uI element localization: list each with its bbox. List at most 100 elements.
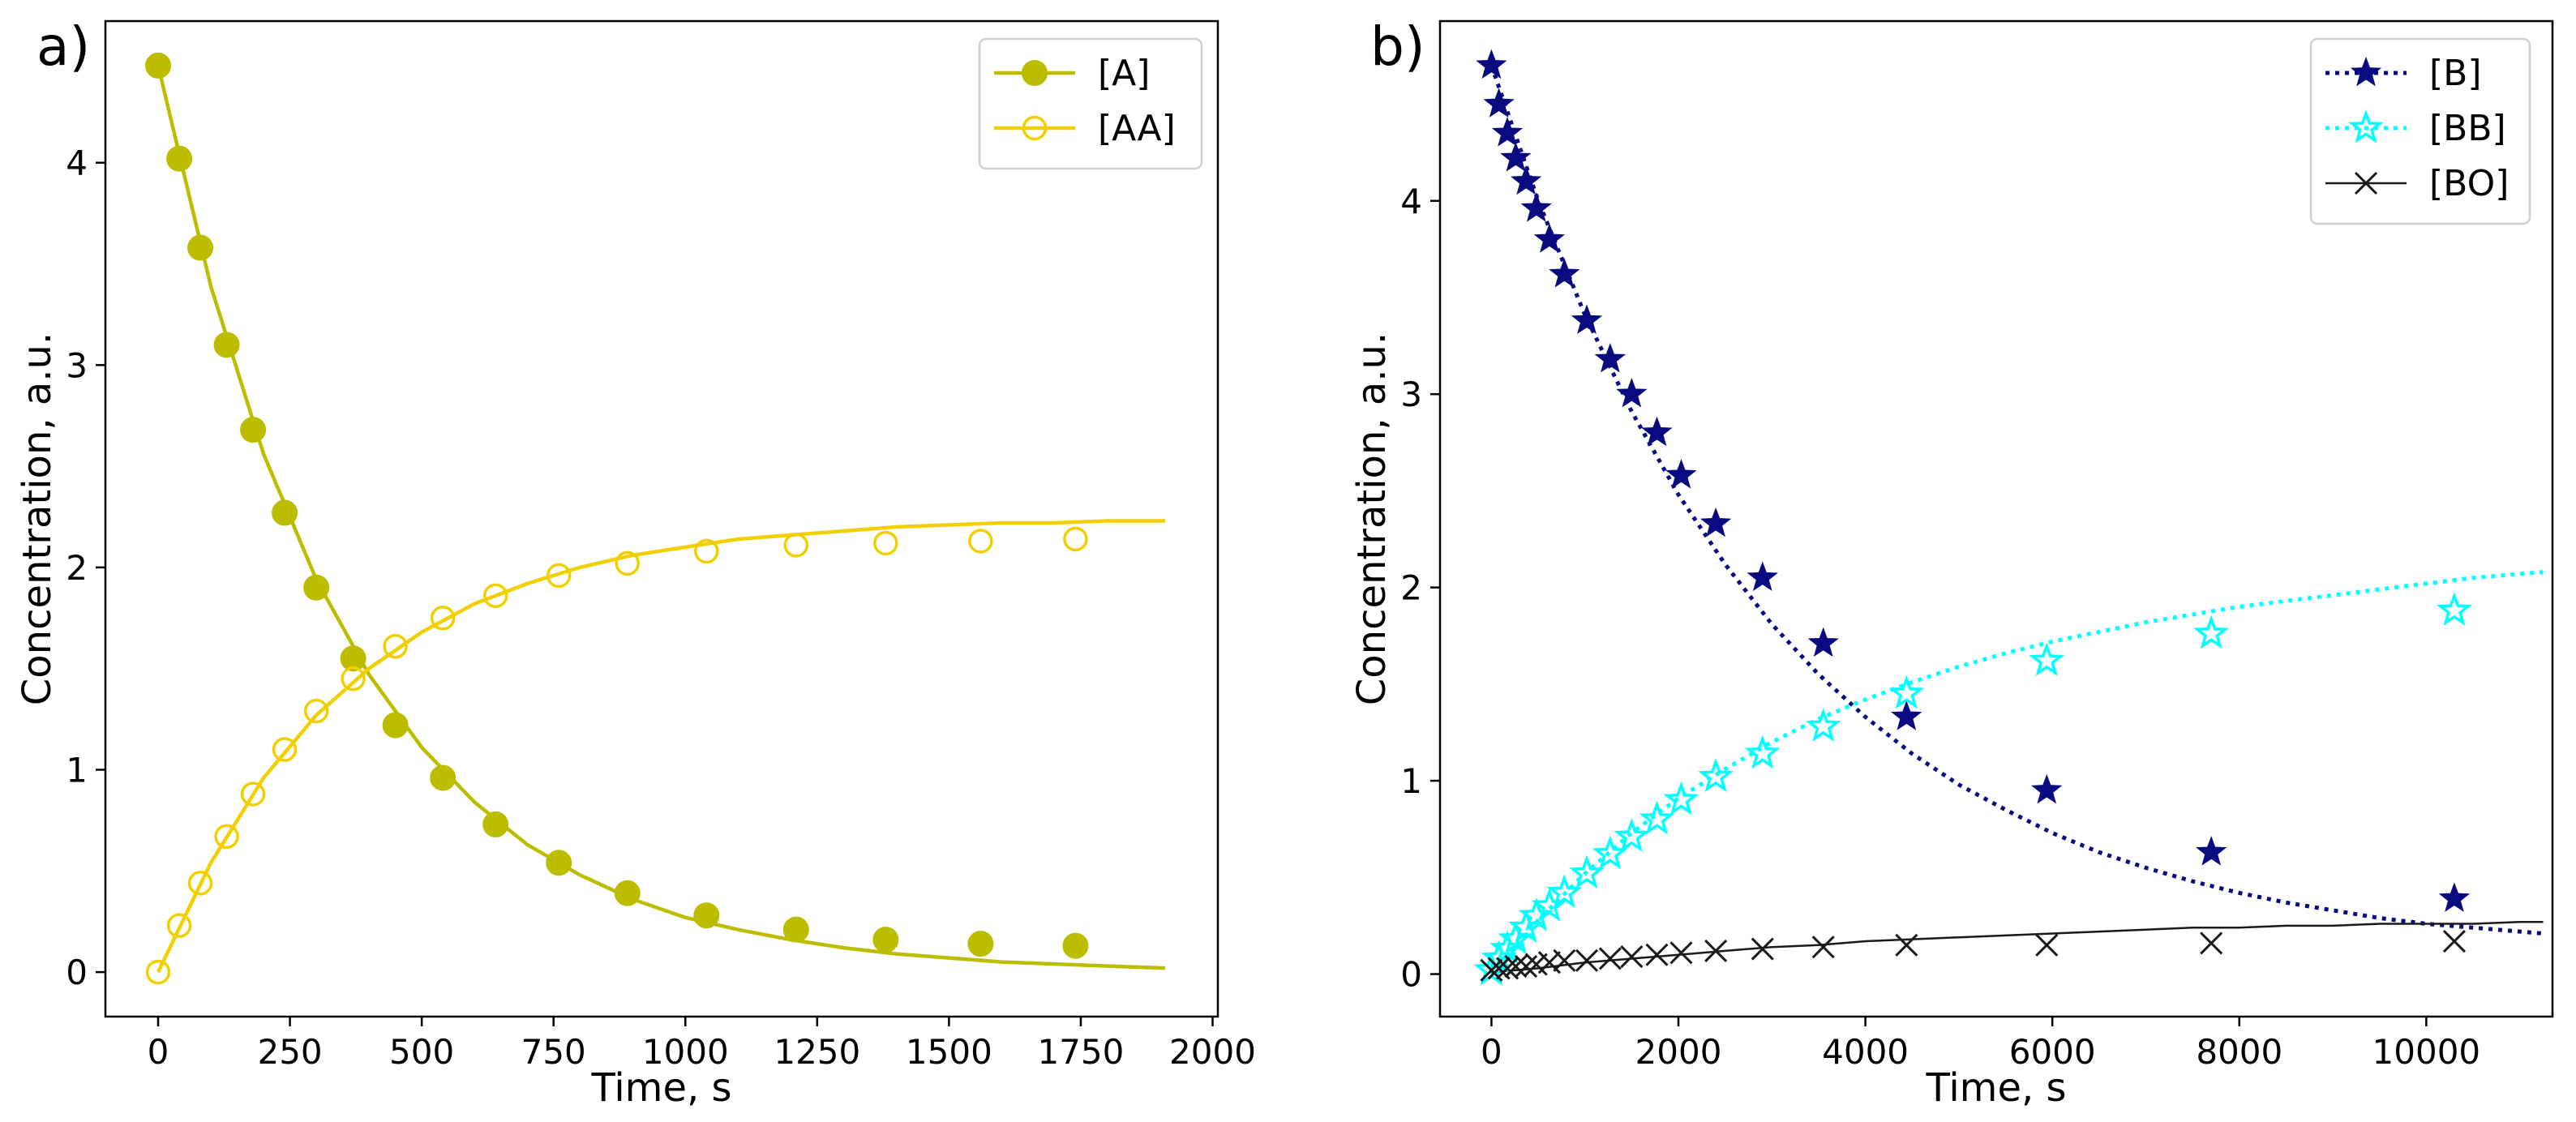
legend-label: [A] — [1098, 53, 1150, 94]
data-point — [614, 880, 641, 906]
x-tick-label: 1250 — [774, 1032, 860, 1072]
x-tick-label: 2000 — [1169, 1032, 1256, 1072]
data-point — [2437, 592, 2472, 626]
x-tick-label: 2000 — [1635, 1032, 1722, 1072]
data-point — [1594, 343, 1627, 373]
data-point — [482, 811, 509, 837]
data-point — [1598, 947, 1622, 970]
data-point — [967, 931, 994, 957]
series-line-bb — [1489, 570, 2544, 976]
data-point — [1553, 949, 1576, 972]
legend-marker — [1022, 115, 1048, 141]
fit-lines — [156, 65, 1166, 974]
data-point — [1888, 674, 1925, 709]
data-point — [546, 850, 572, 876]
legend-box — [2309, 37, 2531, 225]
series-line-a — [156, 65, 1166, 970]
data-point — [383, 633, 408, 659]
data-point — [1515, 954, 1538, 979]
data-point — [1549, 258, 1580, 288]
legend: [A] [AA] — [978, 37, 1203, 170]
data-point — [1062, 932, 1089, 959]
legend-label: [B] — [2429, 53, 2482, 94]
y-tick-label: 1 — [1400, 761, 1422, 801]
data-point — [1575, 949, 1599, 972]
fit-lines — [1489, 64, 2544, 976]
x-tick-label: 6000 — [2009, 1032, 2096, 1072]
y-tick-label: 1 — [66, 750, 88, 790]
data-point — [1483, 88, 1515, 118]
data-point — [2035, 933, 2059, 957]
data-point — [382, 712, 409, 739]
data-point — [872, 927, 899, 953]
data-point — [693, 902, 720, 929]
data-point — [1533, 223, 1566, 253]
x-axis-label: Time, s — [1926, 1065, 2067, 1111]
data-markers — [1473, 49, 2472, 986]
data-point — [303, 698, 329, 724]
panel-label: a) — [36, 15, 90, 78]
data-point — [1663, 781, 1699, 816]
data-point — [1614, 818, 1650, 852]
legend: [B] [BB] [BO] — [2309, 37, 2531, 225]
axis-ticks: 0 2000 4000 6000 8000 10000 0 1 2 3 4 — [1400, 182, 2480, 1072]
y-tick-label: 2 — [1400, 568, 1422, 608]
data-markers — [145, 52, 1089, 985]
data-point — [782, 916, 809, 943]
data-point — [187, 871, 213, 896]
y-tick-label: 0 — [1400, 955, 1422, 995]
y-axis-label: Concentration, a.u. — [15, 332, 60, 705]
data-point — [1751, 937, 1774, 961]
data-point — [1669, 941, 1693, 965]
data-point — [213, 332, 240, 358]
data-point — [240, 417, 267, 443]
data-point — [1811, 936, 1835, 959]
data-point — [340, 645, 366, 672]
x-tick-label: 4000 — [1822, 1032, 1909, 1072]
x-tick-label: 500 — [389, 1032, 454, 1072]
axis-ticks: 0 250 500 750 1000 1250 1500 1750 2000 0 1 2 3 4 — [66, 143, 1256, 1072]
chart-panel-a: a) Time, s Concentration, a.u. 0 250 500 75… — [15, 15, 1256, 1111]
y-axis-label: Concentration, a.u. — [1349, 332, 1395, 705]
data-point — [341, 666, 366, 692]
data-point — [1504, 954, 1528, 979]
data-point — [1641, 416, 1673, 447]
x-tick-label: 750 — [521, 1032, 586, 1072]
data-point — [482, 583, 508, 609]
data-point — [1620, 945, 1644, 969]
data-point — [1500, 142, 1532, 172]
data-point — [1704, 939, 1728, 962]
data-point — [1063, 526, 1088, 552]
x-tick-label: 0 — [148, 1032, 169, 1072]
x-tick-label: 8000 — [2196, 1032, 2282, 1072]
data-point — [1571, 304, 1603, 334]
x-tick-label: 10000 — [2372, 1032, 2481, 1072]
data-point — [2031, 773, 2063, 804]
legend-label: [AA] — [1098, 108, 1176, 149]
x-axis-label: Time, s — [591, 1065, 732, 1111]
x-tick-label: 1000 — [642, 1032, 729, 1072]
data-point — [272, 737, 298, 762]
data-point — [145, 959, 171, 985]
data-point — [1510, 165, 1542, 195]
data-point — [873, 530, 898, 556]
data-point — [783, 533, 809, 558]
data-point — [2438, 882, 2471, 912]
data-point — [1747, 561, 1778, 592]
y-tick-label: 2 — [66, 548, 88, 588]
data-point — [2200, 931, 2223, 955]
data-point — [303, 574, 330, 601]
data-point — [2193, 615, 2230, 649]
plot-frame — [1438, 19, 2554, 1018]
legend-marker — [2350, 56, 2382, 87]
data-point — [1491, 117, 1524, 147]
data-point — [1546, 874, 1583, 909]
data-point — [1891, 700, 1922, 730]
data-point — [1639, 800, 1675, 835]
data-point — [1698, 758, 1734, 792]
y-tick-label: 3 — [66, 345, 88, 385]
data-point — [430, 764, 456, 791]
data-point — [1489, 930, 1525, 965]
data-point — [1592, 835, 1628, 870]
